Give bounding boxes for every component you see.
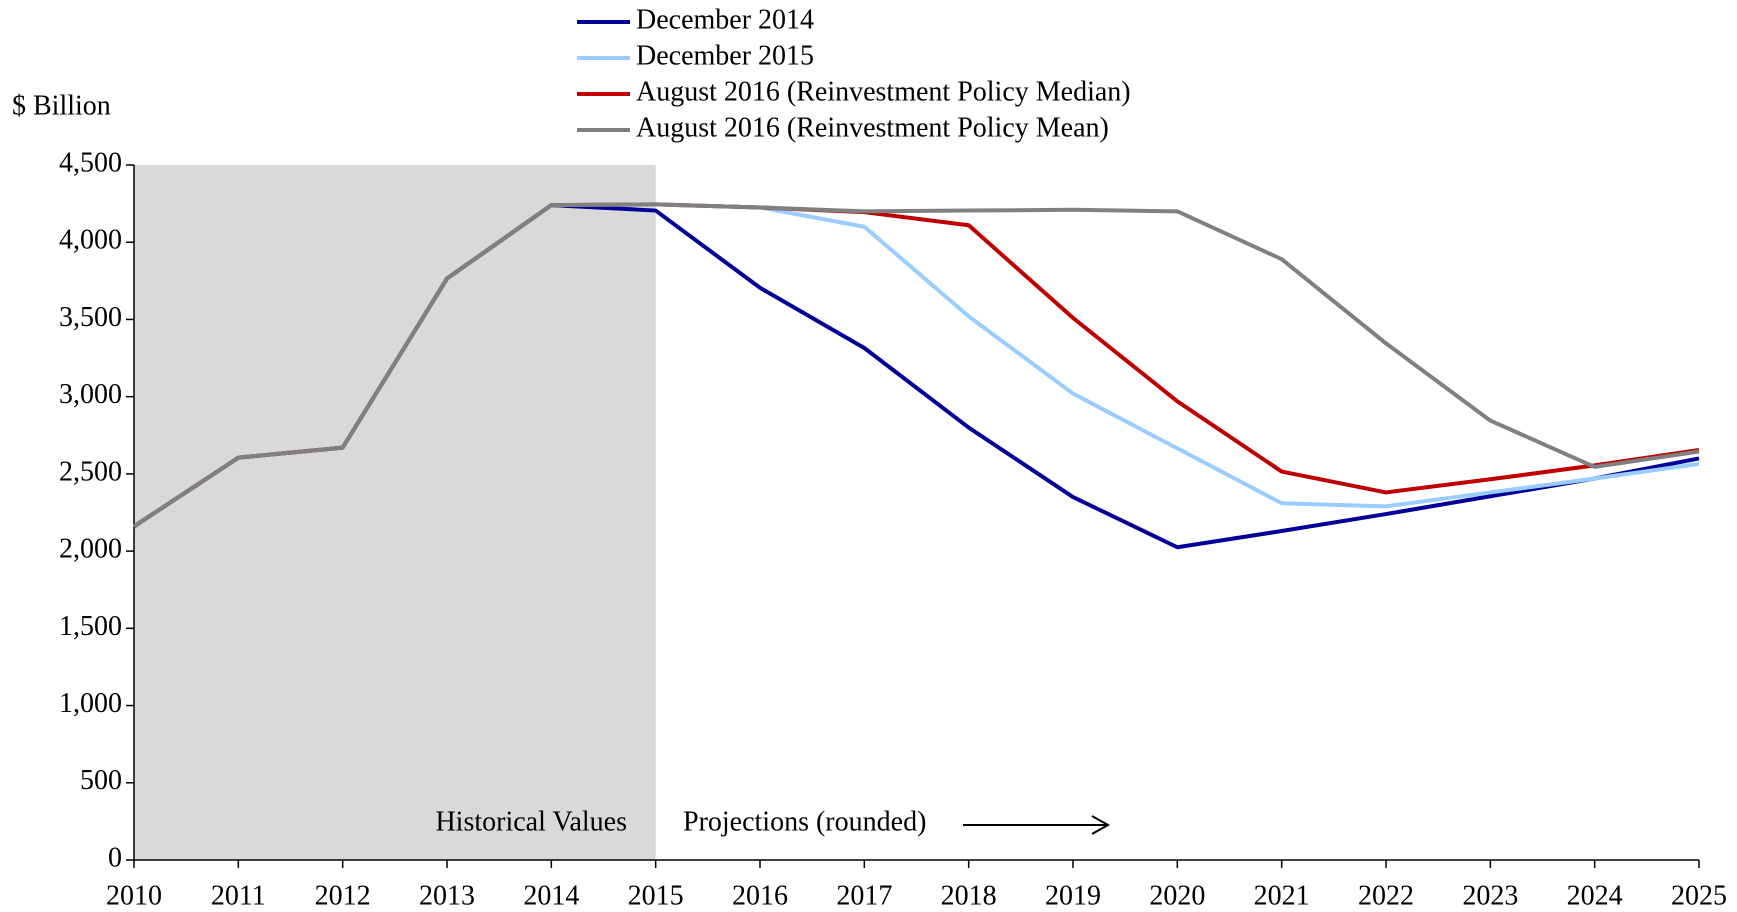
y-tick-label: 4,500 xyxy=(59,147,122,178)
x-tick-label: 2017 xyxy=(836,880,892,911)
y-tick-label: 2,000 xyxy=(59,534,122,565)
x-tick-label: 2025 xyxy=(1671,880,1727,911)
x-tick-label: 2010 xyxy=(106,880,162,911)
x-tick-label: 2023 xyxy=(1462,880,1518,911)
legend-label: December 2015 xyxy=(636,40,814,71)
y-tick-label: 1,500 xyxy=(59,611,122,642)
y-tick-label: 0 xyxy=(108,842,122,873)
x-tick-label: 2019 xyxy=(1045,880,1101,911)
y-tick-label: 2,500 xyxy=(59,456,122,487)
x-tick-label: 2022 xyxy=(1358,880,1414,911)
y-axis-label: $ Billion xyxy=(12,90,111,121)
arrow xyxy=(963,815,1111,835)
x-tick-label: 2016 xyxy=(732,880,788,911)
series-line xyxy=(132,202,1700,529)
x-tick-label: 2011 xyxy=(211,880,266,911)
annotation: Projections (rounded) xyxy=(683,806,926,837)
x-tick-label: 2018 xyxy=(941,880,997,911)
x-tick-label: 2012 xyxy=(315,880,371,911)
y-tick-label: 3,500 xyxy=(59,302,122,333)
x-tick-label: 2024 xyxy=(1567,880,1623,911)
annotation: Historical Values xyxy=(435,806,627,837)
x-tick-label: 2013 xyxy=(419,880,475,911)
x-tick-label: 2021 xyxy=(1254,880,1310,911)
y-tick-label: 500 xyxy=(80,765,122,796)
x-tick-label: 2014 xyxy=(523,880,579,911)
x-tick-label: 2020 xyxy=(1149,880,1205,911)
legend-label: August 2016 (Reinvestment Policy Mean) xyxy=(636,112,1109,143)
legend-label: August 2016 (Reinvestment Policy Median) xyxy=(636,76,1131,107)
y-tick-label: 3,000 xyxy=(59,379,122,410)
y-tick-label: 4,000 xyxy=(59,225,122,256)
x-tick-label: 2015 xyxy=(628,880,684,911)
legend-label: December 2014 xyxy=(636,4,814,35)
shaded-region xyxy=(134,165,656,860)
y-tick-label: 1,000 xyxy=(59,688,122,719)
